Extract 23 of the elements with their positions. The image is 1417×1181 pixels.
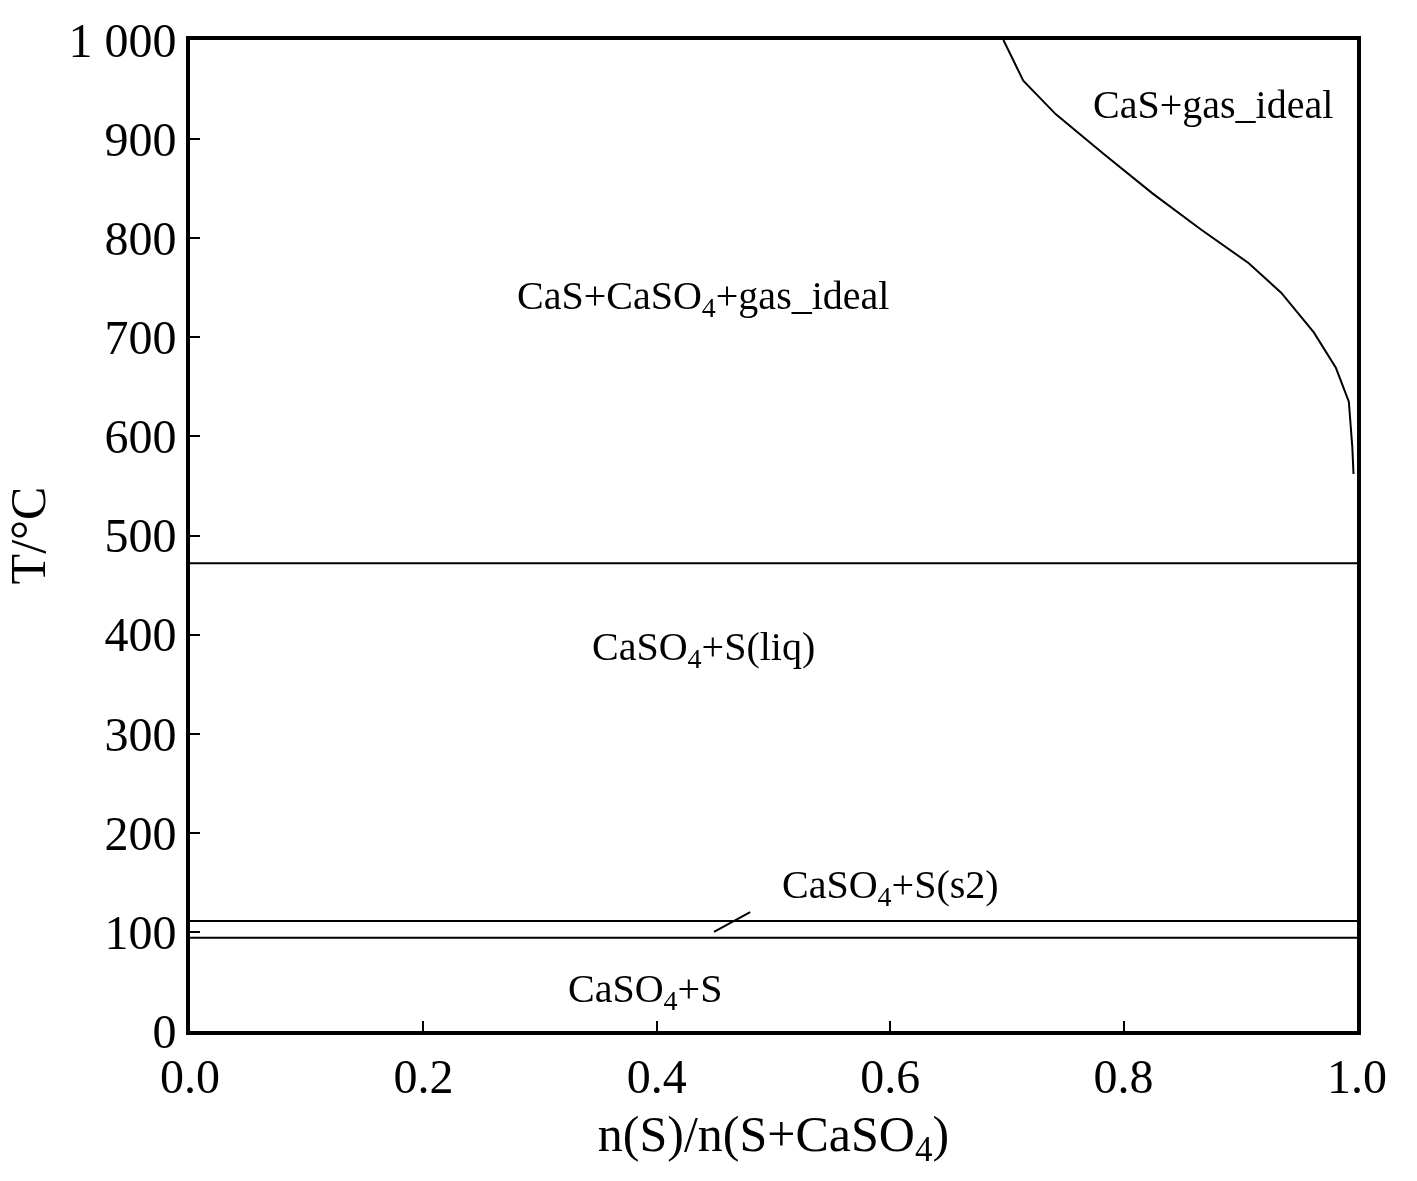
y-tick-label: 200 [104, 806, 177, 860]
x-tick-label: 0.8 [1093, 1049, 1154, 1103]
y-tick-label: 900 [104, 112, 177, 166]
x-tick-label: 1.0 [1327, 1049, 1387, 1103]
y-tick-label: 100 [104, 905, 177, 959]
annotation: CaSO$_{4}$+S(s2) [782, 862, 999, 913]
x-tick-label: 0.6 [860, 1049, 921, 1103]
annotation: CaS+CaSO$_{4}$+gas_ideal [517, 273, 890, 324]
x-tick-label: 0.2 [393, 1049, 454, 1103]
x-tick-label: 0.4 [626, 1049, 687, 1103]
annotation: CaS+gas_ideal [1093, 82, 1334, 127]
y-tick-label: 300 [104, 707, 177, 761]
y-tick-label: 1 000 [68, 13, 177, 67]
y-tick-label: 500 [104, 509, 177, 563]
y-tick-label: 400 [104, 608, 177, 662]
y-axis-title: T/°C [0, 486, 56, 585]
x-axis-title: n(S)/n(S+CaSO$_{4}$) [597, 1105, 950, 1170]
y-tick-label: 800 [104, 212, 177, 265]
y-tick-label: 700 [104, 311, 177, 365]
annotation: CaSO$_{4}$+S(liq) [592, 624, 816, 675]
line-series [1002, 40, 1355, 476]
y-tick-label: 600 [104, 410, 177, 464]
annotation: CaSO$_{4}$+S [568, 966, 723, 1017]
